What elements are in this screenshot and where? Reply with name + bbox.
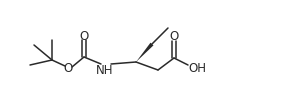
Text: O: O — [63, 61, 73, 74]
Polygon shape — [136, 43, 153, 62]
Text: NH: NH — [96, 64, 114, 77]
Text: O: O — [79, 30, 89, 43]
Text: OH: OH — [188, 61, 206, 74]
Text: O: O — [169, 30, 179, 43]
